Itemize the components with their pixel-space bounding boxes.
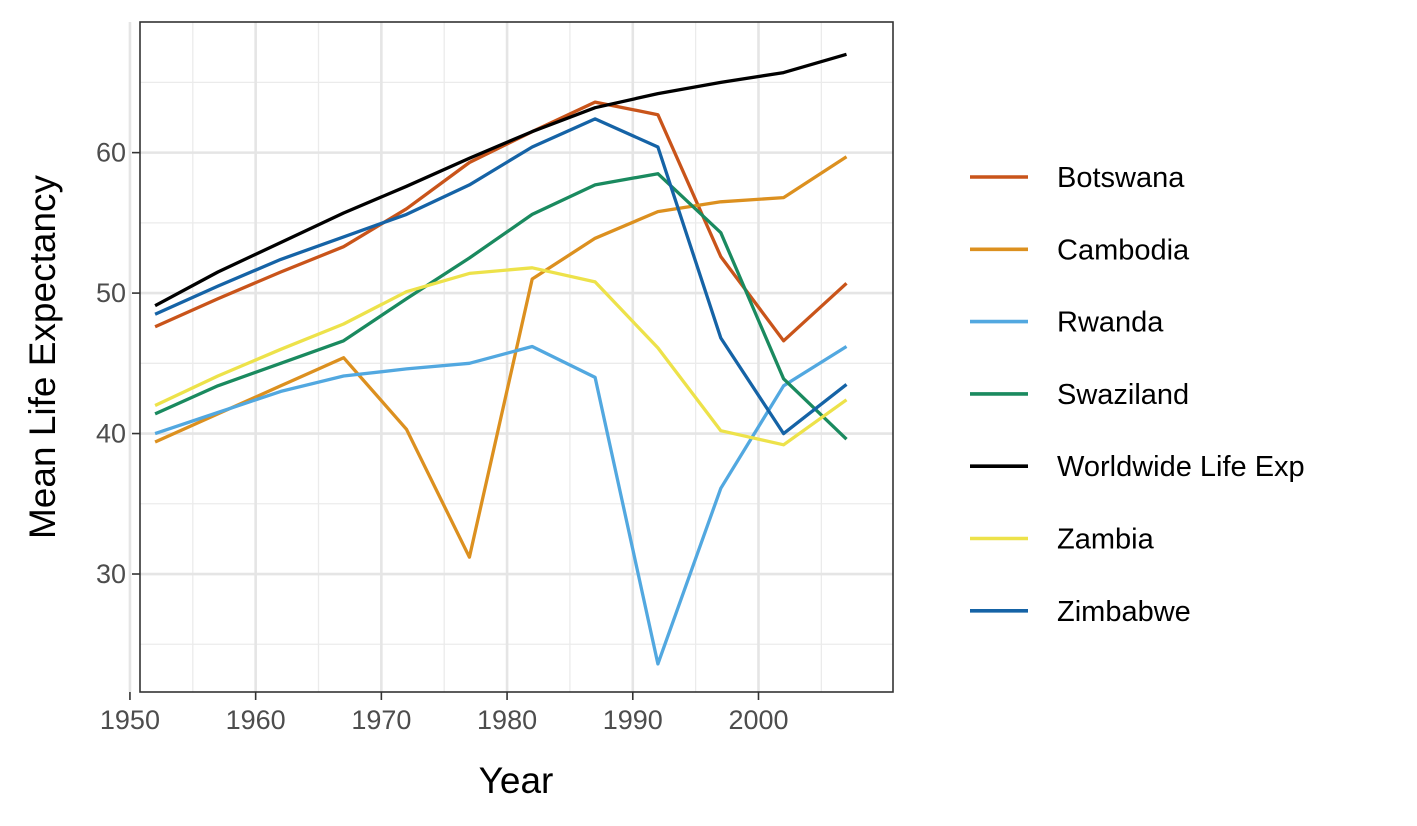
legend-label: Cambodia xyxy=(1057,234,1190,266)
legend-label: Swaziland xyxy=(1057,379,1189,411)
y-axis-title: Mean Life Expectancy xyxy=(22,174,63,539)
grid xyxy=(128,22,893,692)
x-tick-label: 1970 xyxy=(351,705,411,735)
plot-panel xyxy=(140,22,893,692)
series-line-swaziland xyxy=(154,172,848,441)
series-line-zimbabwe xyxy=(154,117,848,436)
legend-label: Zimbabwe xyxy=(1057,596,1191,628)
series-line-rwanda xyxy=(154,344,848,666)
x-tick-label: 1950 xyxy=(100,705,160,735)
legend-label: Botswana xyxy=(1057,162,1185,194)
legend-label: Worldwide Life Exp xyxy=(1057,451,1305,483)
series-line-worldwide-life-exp xyxy=(154,52,847,308)
legend-label: Zambia xyxy=(1057,524,1155,556)
y-tick-label: 30 xyxy=(96,559,126,589)
x-axis-title: Year xyxy=(479,760,554,801)
x-tick-label: 2000 xyxy=(728,705,788,735)
x-tick-label: 1980 xyxy=(477,705,537,735)
legend-label: Rwanda xyxy=(1057,307,1164,339)
x-tick-label: 1960 xyxy=(226,705,286,735)
y-tick-label: 40 xyxy=(96,419,126,449)
series-line-cambodia xyxy=(154,155,848,559)
y-tick-label: 50 xyxy=(96,278,126,308)
axes: 1950 1960 1970 1980 1990 2000 30 40 50 60 xyxy=(96,138,789,735)
x-tick-label: 1990 xyxy=(603,705,663,735)
series-line-zambia xyxy=(154,266,848,447)
plot-border xyxy=(139,21,894,693)
series-lines xyxy=(154,52,848,666)
series-line-botswana xyxy=(154,100,848,343)
legend: Botswana Cambodia Rwanda Swaziland Worldwide… xyxy=(970,162,1305,628)
y-tick-label: 60 xyxy=(96,138,126,168)
